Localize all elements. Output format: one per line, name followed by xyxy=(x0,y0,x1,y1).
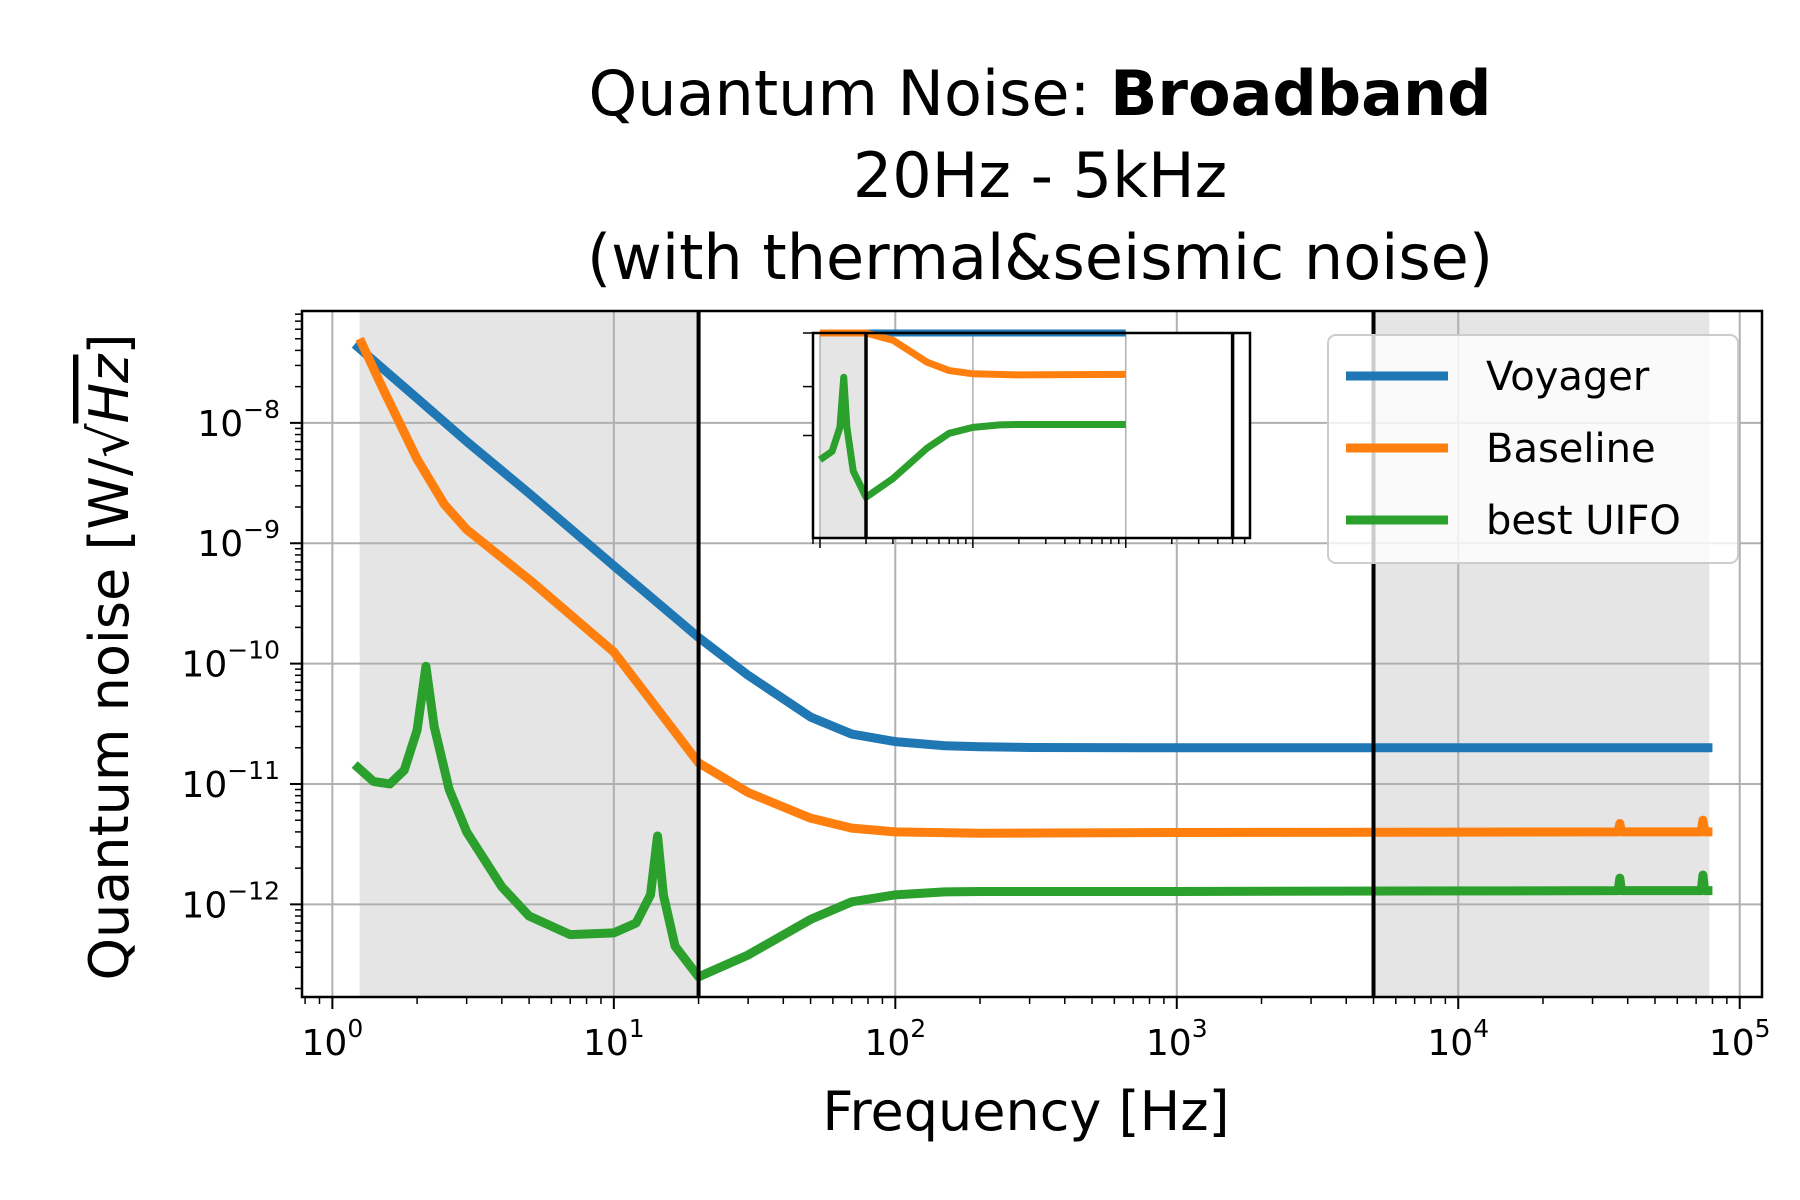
legend-label: Baseline xyxy=(1486,426,1656,472)
inset-background xyxy=(813,333,1250,538)
shaded-region-1 xyxy=(359,311,699,997)
series-line-best-uifo xyxy=(351,661,1713,982)
y-axis-label-sqrt-arg: Hz xyxy=(78,353,141,424)
data-series xyxy=(351,336,1713,982)
series-line-voyager xyxy=(351,340,1713,753)
plot-area-frame xyxy=(300,309,1764,999)
axis-ticks xyxy=(290,313,1741,1009)
y-axis-label-close: ] xyxy=(78,333,141,354)
legend-label: Voyager xyxy=(1486,354,1650,400)
y-tick-label: 10−8 xyxy=(197,395,280,445)
chart-title-line1: Quantum Noise: Broadband xyxy=(588,57,1491,130)
svg-text:Quantum noise [W/√Hz]: Quantum noise [W/√Hz] xyxy=(78,333,141,980)
chart-title-bold: Broadband xyxy=(1110,57,1491,130)
y-axis-label-main: Quantum noise [W/ xyxy=(78,457,141,980)
inset-band-limit-lines xyxy=(864,333,1235,538)
y-tick-label: 10−11 xyxy=(181,756,280,806)
inset-axis-ticks xyxy=(803,332,1246,548)
x-tick-label: 104 xyxy=(1427,1014,1489,1064)
y-tick-labels: 10−12 10−11 10−10 10−9 10−8 xyxy=(181,395,280,926)
chart-title-line3: (with thermal&seismic noise) xyxy=(587,221,1493,294)
inset-plot xyxy=(803,329,1252,548)
x-tick-label: 103 xyxy=(1146,1014,1208,1064)
x-tick-label: 100 xyxy=(302,1014,364,1064)
chart-title-line2: 20Hz - 5kHz xyxy=(853,139,1227,212)
x-tick-label: 101 xyxy=(583,1014,645,1064)
y-tick-label: 10−12 xyxy=(181,876,280,926)
x-tick-label: 105 xyxy=(1709,1014,1771,1064)
legend-box xyxy=(1327,334,1739,564)
y-tick-label: 10−9 xyxy=(197,515,280,565)
legend: Voyager Baseline best UIFO xyxy=(1327,334,1739,564)
inset-shaded-regions xyxy=(819,333,867,538)
series-line-baseline xyxy=(355,336,1713,838)
chart-title-prefix: Quantum Noise: xyxy=(588,57,1110,130)
x-tick-label: 102 xyxy=(864,1014,926,1064)
x-axis-label: Frequency [Hz] xyxy=(822,1080,1229,1143)
y-tick-label: 10−10 xyxy=(181,636,280,686)
x-tick-labels: 100 101 102 103 104 105 xyxy=(302,1014,1771,1064)
inset-shaded-region xyxy=(819,333,867,538)
inset-grid-lines xyxy=(819,333,1127,538)
y-axis-label-sqrt-sign: √ xyxy=(78,423,141,458)
y-axis-label: Quantum noise [W/√Hz] xyxy=(78,333,141,980)
inset-series-line-best-uifo xyxy=(817,373,1126,501)
legend-label: best UIFO xyxy=(1486,498,1681,544)
